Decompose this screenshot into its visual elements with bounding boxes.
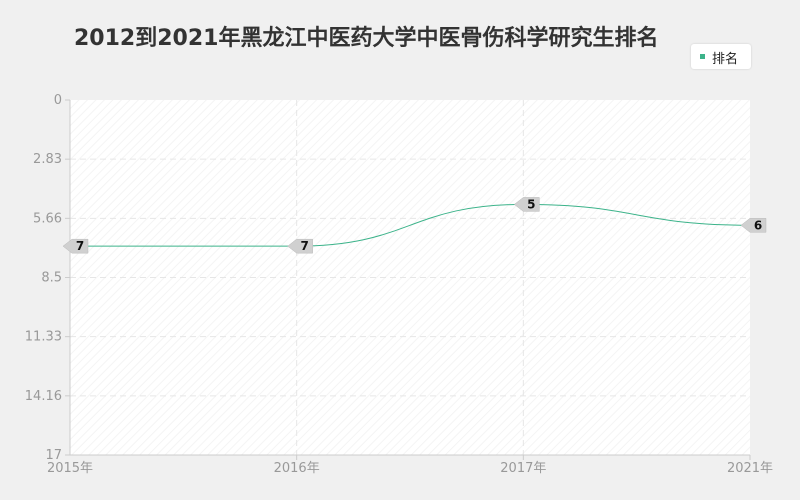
legend-swatch — [700, 54, 705, 59]
legend[interactable]: 排名 — [691, 44, 751, 69]
data-label: 5 — [527, 197, 535, 211]
series-line — [70, 203, 751, 247]
y-tick-label: 0 — [54, 93, 62, 108]
y-tick-label: 11.33 — [25, 330, 62, 345]
data-point-marker[interactable] — [513, 197, 540, 212]
x-tick-label: 2021年 — [727, 461, 773, 476]
data-label: 7 — [76, 239, 84, 253]
y-tick-label: 5.66 — [33, 211, 62, 226]
legend-label: 排名 — [712, 52, 739, 67]
y-tick-label: 2.83 — [33, 152, 62, 167]
data-label: 6 — [754, 218, 762, 232]
y-tick-label: 14.16 — [25, 389, 62, 404]
chart-title: 2012到2021年黑龙江中医药大学中医骨伤科学研究生排名 — [74, 26, 659, 51]
x-tick-label: 2016年 — [274, 461, 320, 476]
y-tick-label: 8.5 — [41, 271, 62, 286]
data-point-marker[interactable] — [740, 218, 767, 233]
data-point-marker[interactable] — [62, 238, 89, 254]
data-label: 7 — [300, 239, 308, 253]
x-tick-label: 2015年 — [47, 461, 93, 476]
data-point-marker[interactable] — [287, 238, 313, 254]
y-tick-label: 17 — [45, 448, 62, 463]
x-tick-label: 2017年 — [500, 461, 546, 476]
